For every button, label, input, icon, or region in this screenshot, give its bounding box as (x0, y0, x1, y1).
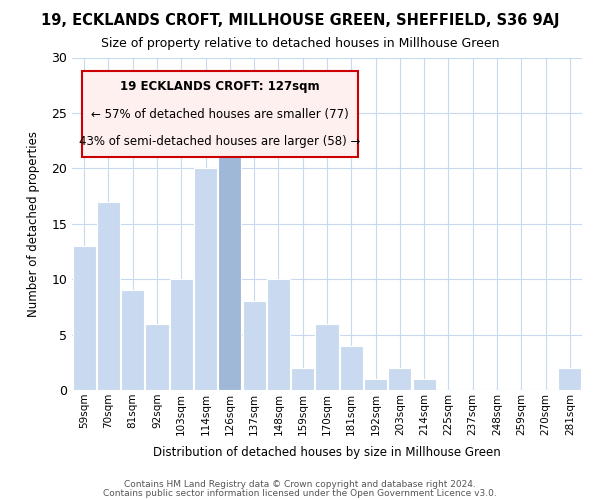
Bar (340, 346, 363, 390)
Text: ← 57% of detached houses are smaller (77): ← 57% of detached houses are smaller (77… (91, 108, 349, 120)
Bar (145, 324, 169, 390)
Bar (291, 368, 314, 390)
Bar (218, 124, 241, 390)
Bar (97, 202, 120, 390)
Text: Contains public sector information licensed under the Open Government Licence v3: Contains public sector information licen… (103, 488, 497, 498)
Text: 19, ECKLANDS CROFT, MILLHOUSE GREEN, SHEFFIELD, S36 9AJ: 19, ECKLANDS CROFT, MILLHOUSE GREEN, SHE… (41, 12, 559, 28)
X-axis label: Distribution of detached houses by size in Millhouse Green: Distribution of detached houses by size … (153, 446, 501, 459)
Text: 19 ECKLANDS CROFT: 127sqm: 19 ECKLANDS CROFT: 127sqm (120, 80, 320, 93)
Bar (413, 379, 436, 390)
Bar (267, 279, 290, 390)
Y-axis label: Number of detached properties: Number of detached properties (27, 130, 40, 317)
Bar (242, 302, 266, 390)
Text: 43% of semi-detached houses are larger (58) →: 43% of semi-detached houses are larger (… (79, 135, 361, 148)
Bar (559, 368, 581, 390)
Bar (364, 379, 387, 390)
Bar (73, 246, 95, 390)
FancyBboxPatch shape (82, 71, 358, 158)
Text: Contains HM Land Registry data © Crown copyright and database right 2024.: Contains HM Land Registry data © Crown c… (124, 480, 476, 489)
Bar (194, 168, 217, 390)
Bar (388, 368, 412, 390)
Text: Size of property relative to detached houses in Millhouse Green: Size of property relative to detached ho… (101, 38, 499, 51)
Bar (316, 324, 338, 390)
Bar (170, 279, 193, 390)
Bar (121, 290, 144, 390)
